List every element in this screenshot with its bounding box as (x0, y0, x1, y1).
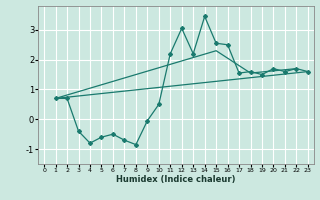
X-axis label: Humidex (Indice chaleur): Humidex (Indice chaleur) (116, 175, 236, 184)
